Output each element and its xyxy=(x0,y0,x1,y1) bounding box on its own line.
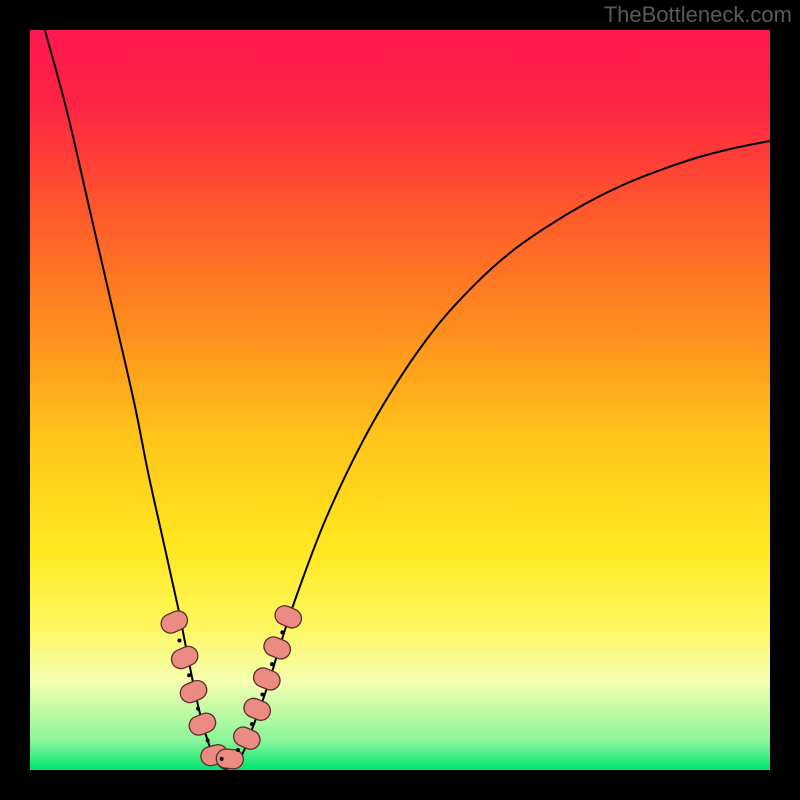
curve-marker-dot xyxy=(177,639,181,643)
plot-frame xyxy=(0,0,30,800)
curve-marker-dot xyxy=(250,722,254,726)
plot-background xyxy=(30,30,770,770)
curve-marker-dot xyxy=(260,693,264,697)
plot-frame xyxy=(770,0,800,800)
bottleneck-curve-chart: TheBottleneck.com xyxy=(0,0,800,800)
curve-marker-dot xyxy=(270,662,274,666)
chart-root: TheBottleneck.com xyxy=(0,0,800,800)
plot-frame xyxy=(0,770,800,800)
watermark-text: TheBottleneck.com xyxy=(604,2,792,27)
curve-marker-dot xyxy=(206,738,210,742)
curve-marker-dot xyxy=(220,757,224,761)
curve-marker-dot xyxy=(236,748,240,752)
curve-marker-dot xyxy=(280,630,284,634)
curve-marker-dot xyxy=(196,707,200,711)
curve-marker-dot xyxy=(187,673,191,677)
